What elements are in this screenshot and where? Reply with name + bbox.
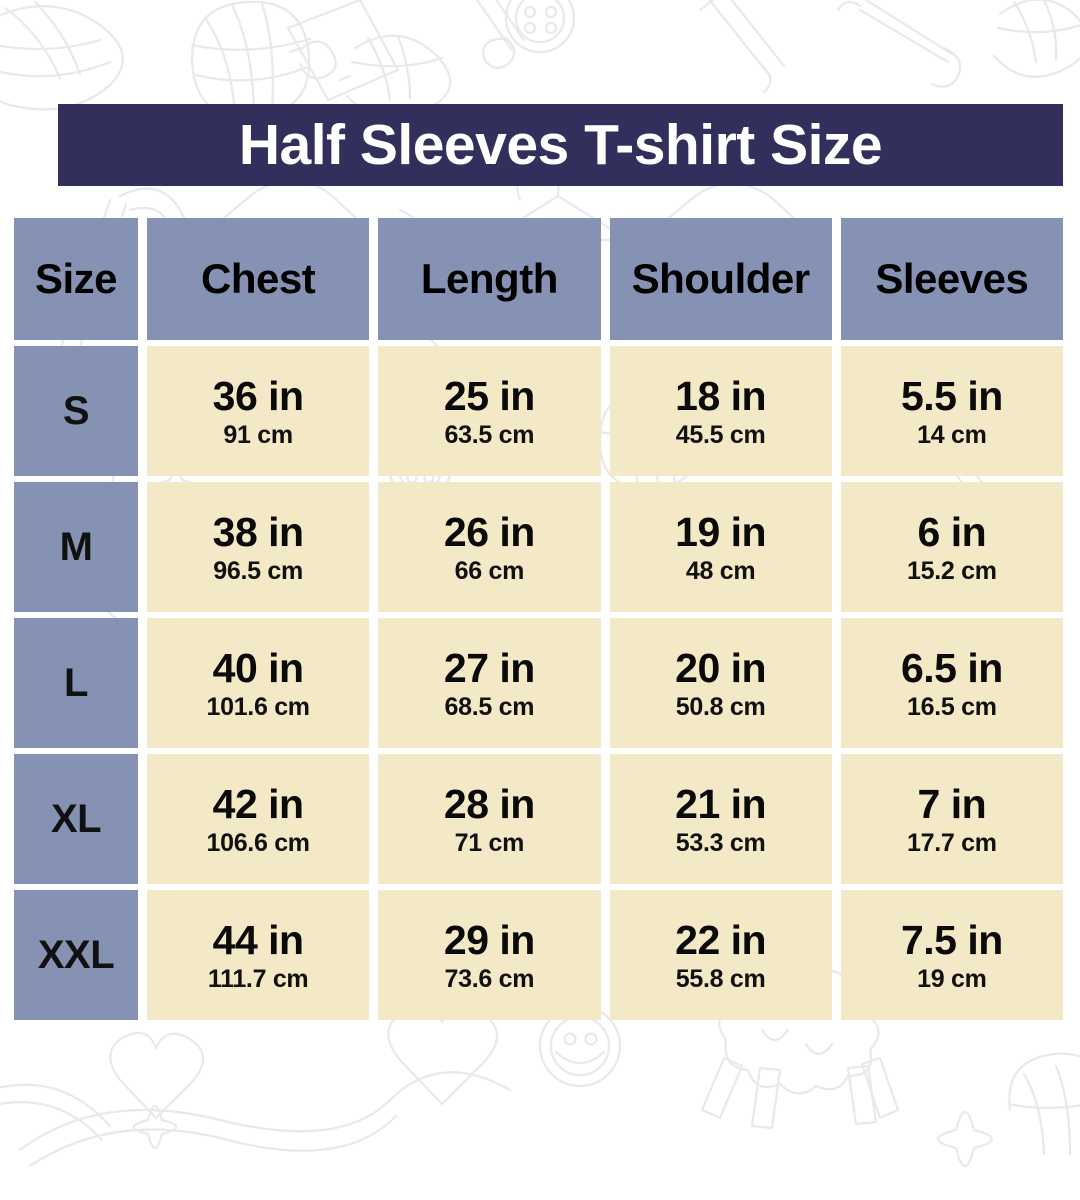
value-inches: 7 in [917, 780, 987, 827]
cell-sleeves: 7.5 in 19 cm [840, 890, 1063, 1020]
column-header-chest: Chest [147, 218, 370, 340]
table-row: S 36 in 91 cm 25 in 63.5 cm 18 in 45.5 c… [14, 346, 1063, 476]
column-header-label: Sleeves [875, 255, 1029, 302]
value-centimeters: 68.5 cm [444, 692, 535, 721]
cell-chest: 40 in 101.6 cm [147, 618, 370, 748]
value-inches: 36 in [212, 372, 304, 419]
value-centimeters: 73.6 cm [444, 964, 535, 993]
table-row: XL 42 in 106.6 cm 28 in 71 cm 21 in 53.3… [14, 754, 1063, 884]
size-label: M [59, 525, 93, 569]
cell-shoulder: 18 in 45.5 cm [609, 346, 832, 476]
value-inches: 20 in [675, 644, 767, 691]
value-centimeters: 50.8 cm [675, 692, 766, 721]
value-centimeters: 53.3 cm [675, 828, 766, 857]
size-label: L [64, 661, 88, 705]
value-centimeters: 14 cm [917, 420, 987, 449]
value-inches: 19 in [675, 508, 767, 555]
row-size-label-cell: XL [14, 754, 138, 884]
cell-length: 29 in 73.6 cm [378, 890, 601, 1020]
cell-length: 26 in 66 cm [378, 482, 601, 612]
table-row: M 38 in 96.5 cm 26 in 66 cm 19 in 48 cm … [14, 482, 1063, 612]
cell-chest: 42 in 106.6 cm [147, 754, 370, 884]
value-centimeters: 15.2 cm [907, 556, 997, 585]
value-centimeters: 106.6 cm [206, 828, 311, 857]
column-header-label: Shoulder [631, 255, 811, 302]
cell-chest: 36 in 91 cm [147, 346, 370, 476]
value-centimeters: 16.5 cm [907, 692, 997, 721]
size-label: XXL [37, 933, 115, 977]
column-header-shoulder: Shoulder [609, 218, 832, 340]
value-centimeters: 91 cm [223, 420, 293, 449]
table-row: L 40 in 101.6 cm 27 in 68.5 cm 20 in 50.… [14, 618, 1063, 748]
value-inches: 25 in [443, 372, 535, 419]
cell-length: 27 in 68.5 cm [378, 618, 601, 748]
value-inches: 44 in [212, 916, 304, 963]
row-size-label-cell: L [14, 618, 138, 748]
value-centimeters: 48 cm [685, 556, 756, 585]
column-header-label: Chest [201, 255, 316, 302]
table-header-row: Size Chest Length Shoulder Sleeves [14, 218, 1063, 340]
cell-length: 28 in 71 cm [378, 754, 601, 884]
value-inches: 38 in [212, 508, 304, 555]
cell-sleeves: 5.5 in 14 cm [840, 346, 1063, 476]
value-centimeters: 55.8 cm [675, 964, 766, 993]
cell-shoulder: 22 in 55.8 cm [609, 890, 832, 1020]
column-header-length: Length [378, 218, 601, 340]
value-inches: 22 in [675, 916, 767, 963]
value-inches: 40 in [212, 644, 304, 691]
value-inches: 28 in [443, 780, 535, 827]
value-inches: 6 in [917, 508, 987, 555]
value-centimeters: 71 cm [454, 828, 525, 857]
value-inches: 29 in [443, 916, 535, 963]
value-centimeters: 17.7 cm [907, 828, 997, 857]
value-centimeters: 63.5 cm [444, 420, 535, 449]
cell-sleeves: 6.5 in 16.5 cm [840, 618, 1063, 748]
value-centimeters: 111.7 cm [207, 964, 309, 993]
cell-shoulder: 20 in 50.8 cm [609, 618, 832, 748]
value-centimeters: 96.5 cm [213, 556, 303, 585]
size-label: XL [50, 797, 102, 841]
value-inches: 7.5 in [900, 916, 1003, 963]
value-centimeters: 101.6 cm [206, 692, 311, 721]
size-label: S [62, 389, 90, 433]
value-inches: 21 in [675, 780, 767, 827]
column-header-sleeves: Sleeves [840, 218, 1063, 340]
value-inches: 18 in [675, 372, 767, 419]
cell-sleeves: 6 in 15.2 cm [840, 482, 1063, 612]
column-header-size: Size [14, 218, 138, 340]
row-size-label-cell: M [14, 482, 138, 612]
value-centimeters: 45.5 cm [675, 420, 766, 449]
column-header-label: Length [420, 255, 558, 302]
size-chart-table: Size Chest Length Shoulder Sleeves S 36 … [14, 218, 1063, 1026]
row-size-label-cell: S [14, 346, 138, 476]
title-banner: Half Sleeves T-shirt Size [58, 104, 1063, 186]
page-title: Half Sleeves T-shirt Size [238, 112, 883, 177]
value-inches: 5.5 in [900, 372, 1003, 419]
value-inches: 27 in [443, 644, 535, 691]
cell-chest: 44 in 111.7 cm [147, 890, 370, 1020]
value-centimeters: 66 cm [454, 556, 525, 585]
cell-length: 25 in 63.5 cm [378, 346, 601, 476]
value-inches: 6.5 in [900, 644, 1003, 691]
cell-shoulder: 21 in 53.3 cm [609, 754, 832, 884]
value-inches: 42 in [212, 780, 304, 827]
cell-sleeves: 7 in 17.7 cm [840, 754, 1063, 884]
value-centimeters: 19 cm [917, 964, 987, 993]
row-size-label-cell: XXL [14, 890, 138, 1020]
value-inches: 26 in [443, 508, 535, 555]
column-header-label: Size [34, 255, 118, 302]
cell-chest: 38 in 96.5 cm [147, 482, 370, 612]
cell-shoulder: 19 in 48 cm [609, 482, 832, 612]
table-row: XXL 44 in 111.7 cm 29 in 73.6 cm 22 in 5… [14, 890, 1063, 1020]
